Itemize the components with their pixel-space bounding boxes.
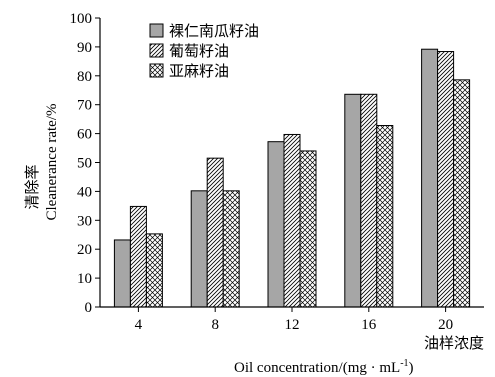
legend-swatch [149,63,164,78]
bar [113,239,131,308]
x-axis-label-en-sup: -1 [400,358,408,369]
bar [283,133,301,308]
x-axis-label-en: Oil concentration/(mg · mL-1) [234,358,414,376]
bar [421,48,439,308]
x-tick-label: 12 [285,317,300,333]
y-tick-label: 100 [70,11,93,27]
y-tick-label: 30 [77,213,92,229]
bar [222,190,240,308]
bar [267,141,285,308]
x-tick-label: 8 [211,317,219,333]
y-tick-label: 90 [77,40,92,56]
x-tick-label: 16 [361,317,377,333]
legend-label: 裸仁南瓜籽油 [169,22,259,40]
y-tick-label: 40 [77,184,92,200]
bar [360,93,378,308]
y-tick-label: 10 [77,271,92,287]
legend-swatch [149,43,164,58]
bar [299,150,317,308]
bar [129,205,147,308]
legend-label: 亚麻籽油 [169,62,229,80]
y-tick-label: 20 [77,242,92,258]
bar [206,157,224,308]
x-axis-label-en-close: ) [409,360,414,376]
legend-label: 葡萄籽油 [169,42,229,60]
y-tick-label: 0 [85,300,93,316]
x-tick-label: 4 [135,317,143,333]
bar [344,93,362,308]
bar [145,233,163,308]
x-axis-label-cn: 油样浓度 [424,334,484,352]
bar [453,79,471,308]
y-axis-label-cn: 清除率 [23,164,41,209]
y-tick-label: 80 [77,69,92,85]
plot-area [113,48,471,308]
x-axis-label-en-main: Oil concentration/(mg · mL [234,360,400,376]
y-axis: 0 10 20 30 40 50 60 70 80 90 100 [70,11,101,316]
y-axis-label-en: Cleanerance rate/% [44,103,60,220]
bar [376,125,394,308]
bar [190,190,208,308]
legend-swatch [149,23,164,38]
bar [437,51,455,308]
x-axis: 4 8 12 16 20 [100,306,484,333]
x-tick-label: 20 [438,317,453,333]
y-tick-label: 60 [77,127,92,143]
y-tick-label: 70 [77,98,92,114]
y-tick-label: 50 [77,156,92,172]
